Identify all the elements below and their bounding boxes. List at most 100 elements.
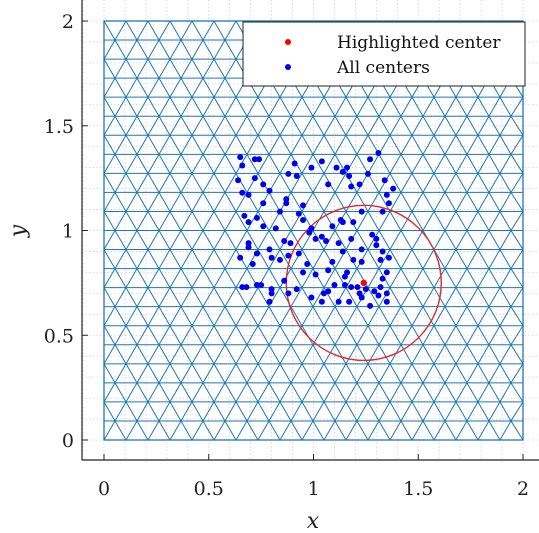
mesh-edge xyxy=(312,344,325,365)
mesh-edge xyxy=(301,96,314,117)
mesh-edge xyxy=(290,192,303,212)
mesh-edge xyxy=(444,306,457,326)
mesh-edge xyxy=(411,173,424,193)
mesh-edge xyxy=(103,249,116,269)
mesh-edge xyxy=(147,382,160,403)
mesh-edge xyxy=(389,211,402,231)
mesh-edge xyxy=(466,154,479,174)
mesh-edge xyxy=(356,96,369,117)
mesh-edge xyxy=(147,77,160,98)
mesh-edge xyxy=(400,363,413,384)
mesh-edge xyxy=(466,249,479,269)
mesh-edge xyxy=(213,249,226,269)
mesh-edge xyxy=(246,401,259,422)
mesh-edge xyxy=(356,363,369,384)
mesh-edge xyxy=(499,192,512,212)
mesh-edge xyxy=(466,192,479,212)
mesh-edge xyxy=(378,96,391,117)
mesh-edge xyxy=(114,325,127,346)
mesh-edge xyxy=(125,287,138,307)
mesh-edge xyxy=(433,382,446,403)
mesh-edge xyxy=(422,287,435,307)
mesh-edge xyxy=(488,401,501,422)
mesh-edge xyxy=(191,249,204,269)
mesh-edge xyxy=(202,211,215,231)
mesh-edge xyxy=(312,192,325,212)
mesh-edge xyxy=(312,230,325,250)
mesh-edge xyxy=(257,306,270,326)
mesh-edge xyxy=(202,173,215,193)
mesh-edge xyxy=(213,344,226,365)
mesh-edge xyxy=(147,39,160,60)
mesh-edge xyxy=(136,173,149,193)
mesh-edge xyxy=(367,192,380,212)
mesh-edge xyxy=(147,363,160,384)
mesh-edge xyxy=(235,363,248,384)
mesh-edge xyxy=(411,96,424,117)
mesh-edge xyxy=(279,382,292,403)
mesh-edge xyxy=(180,306,193,326)
y-tick-label: 0 xyxy=(62,430,74,452)
mesh-edge xyxy=(510,287,524,307)
mesh-edge xyxy=(268,325,281,346)
mesh-edge xyxy=(455,96,468,117)
mesh-edge xyxy=(279,420,292,441)
mesh-edge xyxy=(268,382,281,403)
mesh-edge xyxy=(136,344,149,365)
mesh-edge xyxy=(466,173,479,193)
center-point xyxy=(249,261,256,268)
mesh-edge xyxy=(378,115,391,136)
mesh-edge xyxy=(345,382,358,403)
legend-label-highlighted: Highlighted center xyxy=(337,33,501,53)
mesh-edge xyxy=(224,39,237,60)
mesh-edge xyxy=(125,420,138,441)
center-point xyxy=(276,208,283,215)
mesh-edge xyxy=(169,344,182,365)
mesh-edge xyxy=(477,230,490,250)
mesh-edge xyxy=(389,135,402,155)
mesh-edge xyxy=(488,420,501,441)
mesh-edge xyxy=(125,135,138,155)
mesh-edge xyxy=(477,173,490,193)
mesh-edge xyxy=(235,382,248,403)
mesh-edge xyxy=(180,268,193,288)
mesh-edge xyxy=(191,211,204,231)
mesh-edge xyxy=(356,135,369,155)
mesh-edge xyxy=(136,58,149,79)
mesh-edge xyxy=(279,363,292,384)
mesh-edge xyxy=(433,344,446,365)
mesh-edge xyxy=(488,192,501,212)
mesh-edge xyxy=(301,420,314,441)
mesh-edge xyxy=(147,325,160,346)
mesh-edge xyxy=(400,401,413,422)
mesh-edge xyxy=(367,306,380,326)
mesh-edge xyxy=(158,363,171,384)
mesh-edge xyxy=(180,382,193,403)
center-point xyxy=(333,164,340,171)
mesh-edge xyxy=(323,154,336,174)
mesh-edge xyxy=(125,96,138,117)
mesh-edge xyxy=(290,306,303,326)
mesh-edge xyxy=(499,401,512,422)
mesh-edge xyxy=(345,420,358,441)
mesh-edge xyxy=(455,325,468,346)
mesh-edge xyxy=(147,58,160,79)
mesh-edge xyxy=(103,363,116,384)
mesh-edge xyxy=(235,344,248,365)
mesh-edge xyxy=(444,287,457,307)
mesh-edge xyxy=(290,344,303,365)
mesh-edge xyxy=(323,268,336,288)
mesh-edge xyxy=(477,382,490,403)
mesh-edge xyxy=(455,382,468,403)
mesh-edge xyxy=(499,382,512,403)
mesh-edge xyxy=(103,401,116,422)
center-point xyxy=(344,164,351,171)
mesh-edge xyxy=(378,230,391,250)
center-point xyxy=(243,284,250,291)
mesh-edge xyxy=(169,249,182,269)
mesh-edge xyxy=(510,230,524,250)
mesh-edge xyxy=(466,306,479,326)
mesh-edge xyxy=(378,249,391,269)
center-point xyxy=(348,183,355,190)
mesh-edge xyxy=(433,363,446,384)
